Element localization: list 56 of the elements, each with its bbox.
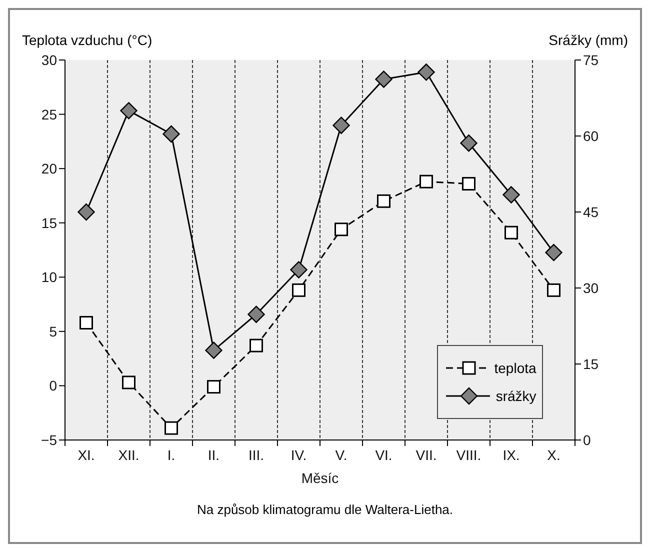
point <box>334 222 348 236</box>
point <box>547 283 560 297</box>
y-tick-label: 10 <box>41 269 58 286</box>
x-tick-label: VII. <box>416 447 437 463</box>
y-tick-label: −5 <box>41 432 58 448</box>
point <box>162 125 180 143</box>
y-tick-label: 20 <box>41 160 58 177</box>
y2-tick-label: 30 <box>583 280 599 296</box>
point <box>120 102 138 120</box>
legend-label: srážky <box>496 388 536 404</box>
point <box>462 177 476 191</box>
point <box>78 203 95 221</box>
text: Na způsob klimatogramu dle Waltera-Lietha. <box>196 502 454 517</box>
point <box>290 261 308 278</box>
point <box>460 134 478 152</box>
point <box>207 380 220 394</box>
y-tick-label: 15 <box>41 214 58 231</box>
point <box>122 376 136 390</box>
point <box>292 283 306 297</box>
x-tick-label: I. <box>167 447 176 463</box>
point <box>420 174 433 188</box>
y-tick-label: 25 <box>41 106 58 122</box>
x-tick-label: II. <box>208 447 220 463</box>
y2-tick-label: 15 <box>583 356 599 372</box>
legend-label: teplota <box>494 360 536 376</box>
y2-axis-title: Srážky (mm) <box>548 32 628 48</box>
point <box>332 116 350 134</box>
point <box>545 244 562 262</box>
y2-tick-label: 60 <box>583 128 599 144</box>
x-tick-label: VIII. <box>456 447 482 463</box>
x-tick-label: V. <box>335 447 348 463</box>
x-tick-label: X. <box>547 447 560 463</box>
point <box>377 194 390 208</box>
x-tick-label: VI. <box>375 447 392 463</box>
y2-tick-label: 75 <box>583 52 599 68</box>
point <box>248 306 265 323</box>
x-tick-label: XI. <box>78 447 95 463</box>
y2-tick-label: 0 <box>583 432 591 448</box>
point <box>205 342 222 359</box>
point <box>250 338 263 352</box>
point <box>80 316 93 330</box>
x-tick-label: IV. <box>290 447 307 463</box>
point <box>164 421 178 435</box>
x-tick-label: XII. <box>118 447 140 463</box>
y2-tick-label: 45 <box>583 204 599 220</box>
point <box>375 70 392 88</box>
y-tick-label: 30 <box>41 52 58 68</box>
y-axis-title: Teplota vzduchu (°C) <box>22 32 152 48</box>
y-tick-label: 5 <box>49 323 58 340</box>
x-tick-label: III. <box>248 447 264 463</box>
point <box>418 64 435 81</box>
y-tick-label: 0 <box>49 378 58 394</box>
x-axis-title: Měsíc <box>301 470 339 486</box>
point <box>502 186 520 204</box>
x-tick-label: IX. <box>502 447 520 463</box>
point <box>504 226 518 240</box>
